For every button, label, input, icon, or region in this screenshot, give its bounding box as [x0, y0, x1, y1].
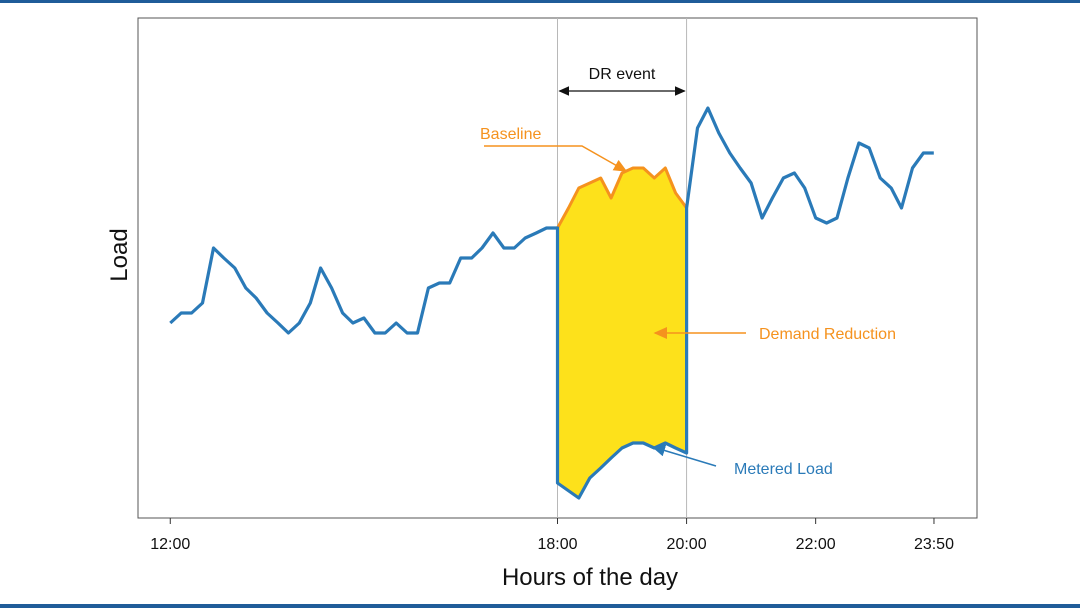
- frame-top-rule: [0, 0, 1080, 3]
- x-tick-label: 18:00: [537, 536, 577, 553]
- frame-bottom-rule: [0, 604, 1080, 608]
- x-tick-label: 12:00: [150, 536, 190, 553]
- x-tick-label: 20:00: [667, 536, 707, 553]
- x-axis-ticks: 12:00 18:00 20:00 22:00 23:50: [150, 518, 954, 553]
- baseline-annotation: Baseline: [480, 126, 541, 143]
- y-axis-label: Load: [106, 228, 133, 281]
- metered-load-series-line: [169, 106, 934, 500]
- demand-reduction-annotation: Demand Reduction: [759, 326, 896, 343]
- baseline-annotation-arrow: [484, 145, 628, 172]
- x-tick-label: 22:00: [796, 536, 836, 553]
- metered-load-annotation-arrow: [651, 444, 717, 467]
- x-tick-label: 23:50: [914, 536, 954, 553]
- demand-reduction-area: [557, 168, 687, 498]
- metered-load-annotation: Metered Load: [734, 461, 833, 478]
- x-axis-label: Hours of the day: [502, 564, 678, 591]
- event-label: DR event: [589, 66, 656, 83]
- baseline-series-line: [556, 166, 688, 229]
